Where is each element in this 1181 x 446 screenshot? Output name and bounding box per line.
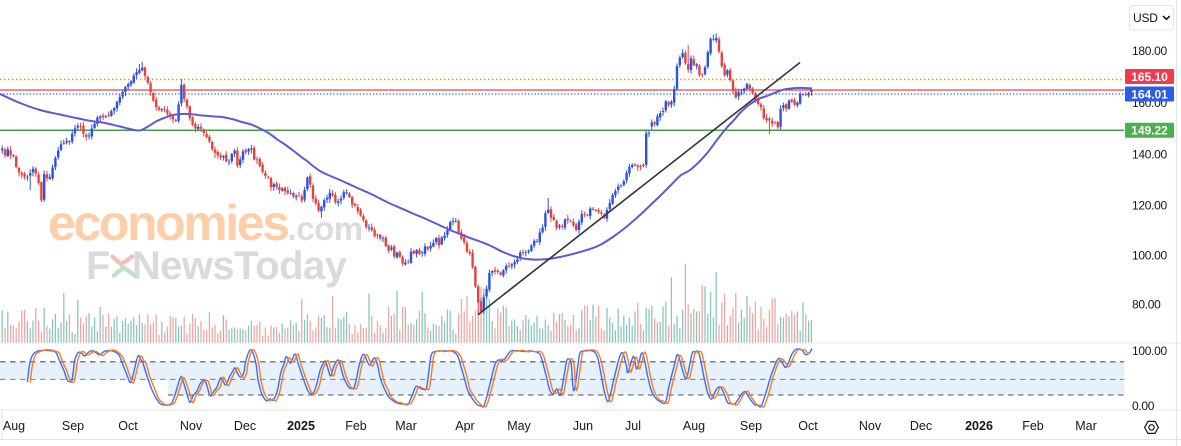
svg-text:Nov: Nov [859, 419, 882, 433]
svg-text:100.00: 100.00 [1132, 344, 1168, 358]
svg-text:FxNewsToday: FxNewsToday [86, 244, 348, 288]
svg-text:0.00: 0.00 [1132, 399, 1155, 413]
svg-text:USD: USD [1133, 11, 1158, 25]
svg-text:Oct: Oct [118, 419, 138, 433]
svg-text:Nov: Nov [180, 419, 203, 433]
svg-text:Feb: Feb [345, 419, 367, 433]
svg-text:164.01: 164.01 [1131, 87, 1168, 101]
svg-text:2025: 2025 [287, 419, 315, 433]
svg-text:Mar: Mar [395, 419, 417, 433]
svg-text:Jun: Jun [573, 419, 593, 433]
svg-text:Sep: Sep [740, 419, 762, 433]
svg-text:165.10: 165.10 [1131, 70, 1168, 84]
svg-text:Feb: Feb [1022, 419, 1044, 433]
svg-text:Dec: Dec [910, 419, 932, 433]
svg-text:May: May [507, 419, 531, 433]
svg-text:120.00: 120.00 [1132, 199, 1168, 213]
svg-text:Aug: Aug [683, 419, 705, 433]
svg-text:149.22: 149.22 [1131, 124, 1168, 138]
svg-text:180.00: 180.00 [1132, 44, 1168, 58]
svg-text:2026: 2026 [965, 419, 993, 433]
svg-text:140.00: 140.00 [1132, 148, 1168, 162]
svg-text:Sep: Sep [62, 419, 84, 433]
svg-text:Oct: Oct [798, 419, 818, 433]
svg-text:Dec: Dec [234, 419, 256, 433]
svg-text:Aug: Aug [3, 419, 25, 433]
svg-text:Mar: Mar [1075, 419, 1097, 433]
svg-text:economies.com: economies.com [48, 195, 363, 251]
svg-text:100.00: 100.00 [1132, 249, 1168, 263]
svg-text:Apr: Apr [455, 419, 474, 433]
svg-text:Jul: Jul [625, 419, 641, 433]
svg-text:80.00: 80.00 [1132, 298, 1161, 312]
